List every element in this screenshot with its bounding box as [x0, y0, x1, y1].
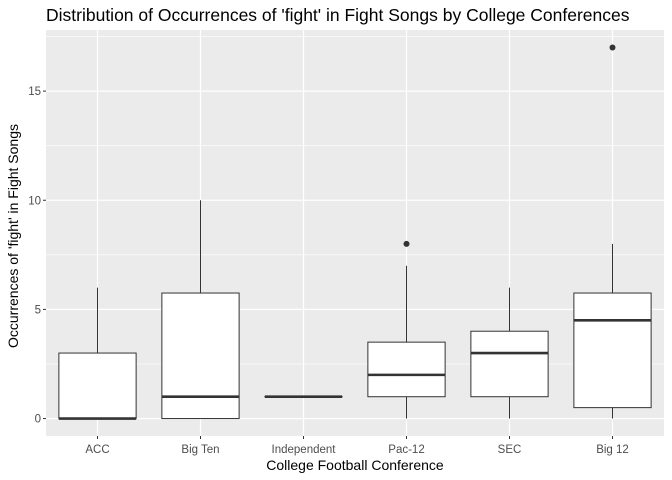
y-tick-label: 0	[35, 414, 41, 426]
box-iqr	[470, 330, 549, 398]
y-axis-title: Occurrences of 'fight' in Fight Songs	[5, 124, 21, 348]
x-axis: ACC Big Ten Independent Pac-12 SEC Big 12	[85, 436, 629, 456]
box-big-ten	[161, 200, 240, 420]
y-tick-label: 10	[28, 195, 41, 207]
outlier-point	[609, 44, 616, 51]
x-tick-label: Big Ten	[181, 444, 219, 456]
y-axis: 0 5 10 15	[28, 86, 46, 426]
plot-panel	[46, 30, 664, 436]
outlier-point	[403, 240, 410, 247]
box-pac-12	[367, 240, 446, 419]
y-tick-label: 5	[35, 304, 41, 316]
box-acc	[58, 287, 137, 420]
box-iqr	[161, 292, 240, 420]
box-group	[58, 44, 652, 420]
box-iqr	[573, 292, 652, 409]
box-sec	[470, 287, 549, 419]
x-tick-label: Big 12	[596, 444, 629, 456]
x-tick-label: ACC	[85, 444, 109, 456]
chart-title: Distribution of Occurrences of 'fight' i…	[46, 5, 630, 25]
x-tick-label: Pac-12	[388, 444, 424, 456]
x-tick-label: SEC	[498, 444, 522, 456]
x-axis-title: College Football Conference	[266, 457, 444, 473]
box-big-12	[573, 44, 652, 419]
y-tick-label: 15	[28, 86, 41, 98]
x-tick-label: Independent	[272, 444, 337, 456]
minor-gridlines	[46, 36, 664, 365]
box-iqr	[58, 352, 137, 420]
box-iqr	[367, 341, 446, 398]
